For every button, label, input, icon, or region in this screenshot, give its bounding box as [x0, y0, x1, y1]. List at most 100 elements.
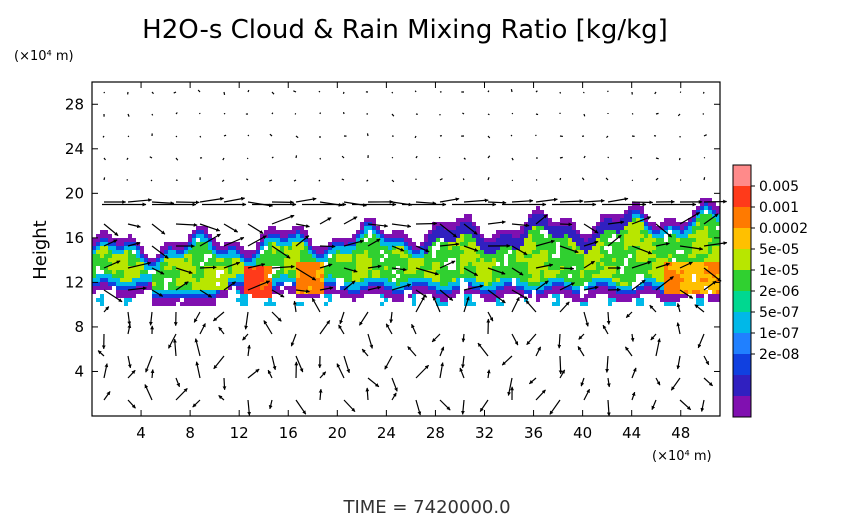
field-cell: [688, 282, 692, 286]
field-cell: [668, 294, 672, 298]
field-cell: [124, 302, 128, 306]
field-cell: [644, 262, 648, 266]
field-cell: [176, 250, 180, 254]
field-cell: [688, 278, 692, 282]
field-cell: [560, 262, 564, 266]
field-cell: [516, 230, 520, 234]
field-cell: [184, 262, 188, 266]
wind-arrow: [655, 242, 670, 247]
wind-arrow: [342, 91, 345, 94]
field-cell: [668, 282, 672, 286]
field-cell: [688, 254, 692, 258]
field-cell: [460, 250, 464, 254]
field-cell: [488, 242, 492, 246]
field-cell: [276, 230, 280, 234]
field-cell: [484, 262, 488, 266]
field-cell: [708, 262, 712, 266]
field-cell: [104, 254, 108, 258]
field-cell: [308, 286, 312, 290]
field-cell: [608, 258, 612, 262]
field-cell: [660, 274, 664, 278]
field-cell: [620, 214, 624, 218]
field-cell: [168, 246, 172, 250]
field-cell: [572, 242, 576, 246]
wind-arrow: [199, 196, 225, 203]
wind-arrow: [343, 216, 358, 225]
field-cell: [680, 254, 684, 258]
field-cell: [164, 298, 168, 302]
field-cell: [620, 250, 624, 254]
field-cell: [484, 294, 488, 298]
field-cell: [676, 294, 680, 298]
field-cell: [240, 262, 244, 266]
field-cell: [388, 238, 392, 242]
field-cell: [668, 222, 672, 226]
field-cell: [228, 282, 232, 286]
field-cell: [576, 290, 580, 294]
field-cell: [568, 286, 572, 290]
field-cell: [172, 254, 176, 258]
field-cell: [504, 234, 508, 238]
field-cell: [556, 226, 560, 230]
field-cell: [680, 238, 684, 242]
field-cell: [520, 290, 524, 294]
field-cell: [280, 250, 284, 254]
field-cell: [212, 274, 216, 278]
field-cell: [184, 274, 188, 278]
field-cell: [132, 294, 136, 298]
wind-arrow: [195, 361, 201, 379]
field-cell: [204, 282, 208, 286]
field-cell: [92, 270, 96, 274]
field-cell: [252, 250, 256, 254]
wind-arrow: [655, 262, 671, 269]
field-cell: [132, 290, 136, 294]
field-cell: [160, 274, 164, 278]
field-cell: [560, 270, 564, 274]
field-cell: [424, 270, 428, 274]
field-cell: [288, 290, 292, 294]
field-cell: [532, 234, 536, 238]
field-cell: [440, 250, 444, 254]
field-cell: [440, 302, 444, 306]
field-cell: [188, 262, 192, 266]
field-cell: [112, 258, 116, 262]
time-annotation: TIME = 7420000.0: [342, 497, 510, 518]
wind-arrow: [559, 369, 566, 379]
field-cell: [368, 242, 372, 246]
wind-arrow: [167, 333, 177, 349]
field-cell: [444, 298, 448, 302]
field-cell: [640, 238, 644, 242]
field-cell: [188, 246, 192, 250]
field-cell: [288, 258, 292, 262]
wind-arrow: [175, 388, 188, 401]
field-cell: [144, 270, 148, 274]
field-cell: [236, 274, 240, 278]
field-cell: [568, 250, 572, 254]
field-cell: [564, 258, 568, 262]
field-cell: [588, 278, 592, 282]
field-cell: [120, 270, 124, 274]
field-cell: [504, 270, 508, 274]
wind-arrow: [175, 157, 179, 161]
field-cell: [364, 266, 368, 270]
field-cell: [420, 278, 424, 282]
field-cell: [656, 270, 660, 274]
wind-arrow: [223, 281, 236, 291]
field-cell: [380, 294, 384, 298]
field-cell: [196, 258, 200, 262]
field-cell: [316, 278, 320, 282]
field-cell: [240, 258, 244, 262]
wind-arrow: [269, 179, 273, 182]
field-cell: [260, 238, 264, 242]
field-cell: [604, 262, 608, 266]
field-cell: [364, 282, 368, 286]
field-cell: [276, 258, 280, 262]
field-cell: [308, 238, 312, 242]
field-cell: [104, 274, 108, 278]
field-cell: [576, 242, 580, 246]
field-cell: [276, 234, 280, 238]
wind-arrow: [365, 387, 370, 401]
field-cell: [692, 238, 696, 242]
field-cell: [684, 258, 688, 262]
field-cell: [376, 274, 380, 278]
